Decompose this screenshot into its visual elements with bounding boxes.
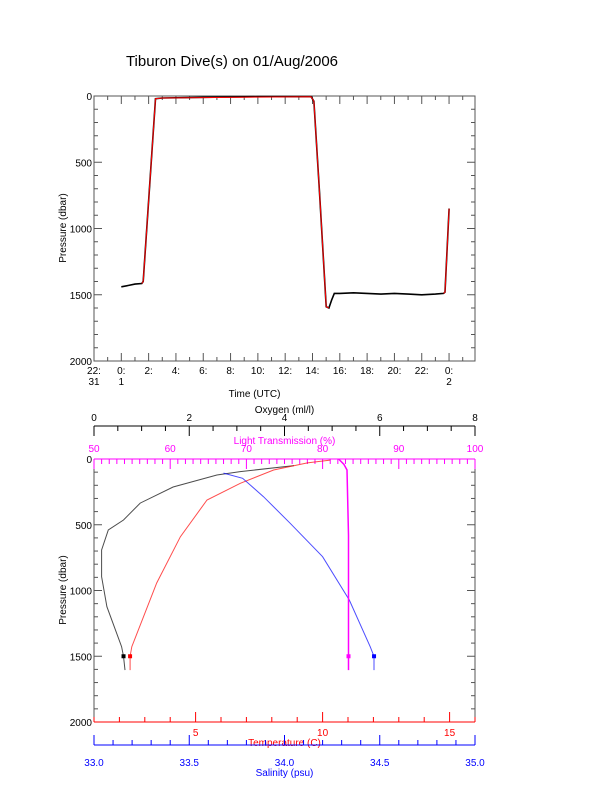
light-tick-label: 60 (165, 444, 177, 455)
y-tick-label: 500 (75, 521, 92, 532)
oxygen-tick-label: 0 (91, 413, 97, 424)
light-tick-label: 100 (467, 444, 484, 455)
profile-oxygen-marker (121, 654, 126, 659)
y-tick-label: 0 (86, 455, 92, 466)
x-tick-label: 18: (360, 366, 374, 377)
oxygen-tick-label: 4 (282, 413, 288, 424)
x-tick-label: 22: (415, 366, 429, 377)
chart-title: Tiburon Dive(s) on 01/Aug/2006 (126, 53, 338, 70)
x-tick-label-day: 2 (446, 377, 452, 388)
light-axis-label: Light Transmission (%) (234, 436, 336, 447)
y-tick-label: 1000 (70, 587, 93, 598)
x-tick-label-day: 1 (119, 377, 125, 388)
y-tick-label: 2000 (70, 357, 93, 368)
x-tick-label: 20: (387, 366, 401, 377)
x-tick-label: 12: (278, 366, 292, 377)
light-tick-label: 80 (317, 444, 329, 455)
series-final-ascent (443, 208, 450, 294)
profile-temperature-marker (128, 654, 133, 659)
x-axis-label: Time (UTC) (229, 389, 281, 400)
series-transit (141, 96, 330, 309)
temperature-tick-label: 15 (444, 728, 456, 739)
x-tick-label: 0: (445, 366, 453, 377)
y-tick-label: 0 (86, 92, 92, 103)
profile-salinity-marker (372, 654, 377, 659)
oxygen-tick-label: 6 (377, 413, 383, 424)
x-tick-label: 16: (333, 366, 347, 377)
profile-salinity (223, 472, 375, 671)
salinity-tick-label: 35.0 (465, 758, 485, 769)
salinity-tick-label: 34.0 (275, 758, 295, 769)
series-dive-track (121, 95, 450, 310)
x-tick-label: 10: (251, 366, 265, 377)
light-tick-label: 70 (241, 444, 253, 455)
y-tick-label: 1000 (70, 225, 93, 236)
x-tick-label: 0: (117, 366, 125, 377)
profile-temperature (129, 459, 331, 671)
salinity-tick-label: 34.5 (370, 758, 390, 769)
profile-light (338, 458, 350, 671)
y-axis-label: Pressure (dbar) (58, 193, 69, 262)
salinity-tick-label: 33.0 (84, 758, 104, 769)
y-axis-label: Pressure (dbar) (58, 555, 69, 624)
plot-frame (93, 95, 476, 362)
profile-oxygen (101, 465, 295, 671)
x-tick-label: 22: (87, 366, 101, 377)
x-tick-label: 6: (199, 366, 207, 377)
temperature-tick-label: 5 (193, 728, 199, 739)
profile-plot: 0 500 1000 1500 2000 Pressure (dbar) 0 2 4 6 8 Oxyg… (58, 405, 485, 779)
oxygen-tick-label: 8 (472, 413, 478, 424)
x-tick-label: 8: (226, 366, 234, 377)
light-tick-label: 90 (393, 444, 405, 455)
y-tick-label: 1500 (70, 652, 93, 663)
temperature-tick-label: 10 (317, 728, 329, 739)
x-tick-label: 14: (306, 366, 320, 377)
x-tick-label: 4: (172, 366, 180, 377)
x-tick-label: 2: (144, 366, 152, 377)
oxygen-tick-label: 2 (186, 413, 192, 424)
light-tick-label: 50 (88, 444, 100, 455)
x-tick-label-day: 31 (88, 377, 100, 388)
oxygen-axis-label: Oxygen (ml/l) (255, 405, 314, 416)
y-tick-label: 1500 (70, 291, 93, 302)
salinity-axis-label: Salinity (psu) (256, 768, 314, 779)
y-tick-label: 2000 (70, 718, 93, 729)
y-tick-label: 500 (75, 158, 92, 169)
profile-light-marker (346, 654, 351, 659)
salinity-tick-label: 33.5 (180, 758, 200, 769)
